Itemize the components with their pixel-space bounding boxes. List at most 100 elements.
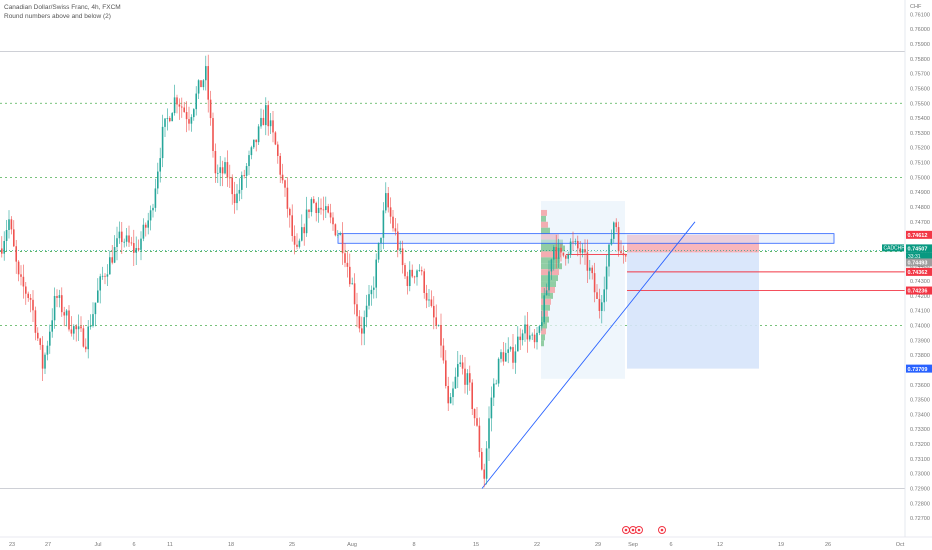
time-tick-label: 22: [534, 542, 540, 548]
candle-body: [34, 310, 37, 333]
candle-body: [161, 126, 164, 159]
candle-body: [555, 247, 557, 259]
candle-body: [82, 328, 85, 347]
candle-body: [176, 97, 178, 105]
candle-body: [591, 267, 593, 274]
candle-body: [425, 292, 428, 301]
candle-body: [387, 193, 389, 208]
candle-body: [610, 238, 613, 245]
candle-body: [385, 193, 387, 211]
current-price-tag-bg: [906, 244, 932, 253]
price-tick-label: 0.72800: [910, 501, 930, 507]
candle-body: [145, 224, 147, 228]
candle-body: [361, 328, 363, 334]
candle-body: [399, 248, 401, 250]
candle-body: [301, 227, 303, 241]
level-a-tag[interactable]: 0.74612: [908, 233, 928, 239]
price-tick-label: 0.74100: [910, 309, 930, 315]
candle-body: [205, 66, 207, 81]
level-d-tag[interactable]: 0.74236: [908, 289, 928, 295]
candle-body: [349, 266, 351, 285]
candle-body: [260, 117, 262, 127]
target-tag[interactable]: 0.73709: [908, 367, 928, 373]
candle-body: [207, 66, 209, 100]
indicator-label[interactable]: Round numbers above and below (2): [4, 13, 111, 20]
time-tick-label: Aug: [347, 542, 357, 548]
candle-body: [281, 174, 284, 181]
symbol-title[interactable]: Canadian Dollar/Swiss Franc, 4h, FXCM: [4, 4, 121, 11]
candle-body: [106, 274, 109, 277]
candle-body: [152, 207, 154, 211]
price-tick-label: 0.73800: [910, 353, 930, 359]
candle-body: [212, 118, 214, 152]
candle-body: [493, 383, 495, 398]
candle-body: [473, 409, 476, 419]
candle-body: [109, 257, 111, 275]
candle-body: [394, 228, 397, 232]
candle-body: [65, 310, 68, 316]
trendline[interactable]: [481, 221, 696, 489]
candle-body: [39, 338, 41, 345]
candle-body: [92, 314, 94, 327]
candle-body: [449, 397, 452, 404]
position-target-zone[interactable]: [627, 252, 759, 369]
candle-body: [317, 207, 320, 214]
candle-body: [56, 295, 58, 298]
time-tick-label: 8: [412, 542, 415, 548]
candle-body: [188, 119, 190, 124]
candle-body: [123, 241, 125, 243]
candle-body: [217, 172, 219, 174]
candle-body: [113, 247, 116, 263]
candle-body: [483, 469, 485, 479]
candle-body: [322, 209, 325, 211]
price-tick-label: 0.75500: [910, 101, 930, 107]
candle-body: [418, 270, 421, 271]
candle-body: [382, 210, 385, 238]
volume-profile-bar: [541, 209, 547, 216]
price-tick-label: 0.75300: [910, 131, 930, 137]
candle-body: [363, 317, 365, 334]
candle-body: [593, 273, 596, 293]
supply-zone-rect[interactable]: [337, 233, 835, 244]
current-price-tag[interactable]: 0.74507: [908, 247, 928, 253]
price-tick-label: 0.73500: [910, 398, 930, 404]
candle-body: [509, 347, 512, 350]
level-b-tag[interactable]: 0.74493: [908, 261, 928, 267]
candle-body: [147, 220, 149, 228]
candle-body: [454, 376, 457, 389]
price-tick-label: 0.75100: [910, 161, 930, 167]
candle-body: [214, 151, 217, 174]
time-tick-label: 23: [9, 542, 15, 548]
candle-body: [466, 373, 469, 385]
candle-body: [121, 231, 123, 243]
volume-profile-bar: [541, 304, 550, 311]
candle-body: [238, 189, 241, 194]
volume-profile-bar: [541, 334, 545, 341]
candle-body: [524, 324, 526, 334]
candle-body: [512, 347, 514, 363]
volume-profile-bar: [541, 215, 546, 222]
price-tick-label: 0.75400: [910, 116, 930, 122]
candle-body: [421, 270, 423, 272]
volume-profile-bar: [541, 298, 551, 305]
candle-body: [356, 304, 358, 317]
time-tick-label: 19: [778, 542, 784, 548]
candle-body: [557, 247, 560, 259]
candle-body: [128, 235, 130, 243]
candle-body: [327, 206, 329, 213]
candle-body: [445, 360, 447, 387]
candle-body: [116, 238, 118, 248]
candle-body: [517, 336, 519, 352]
candle-body: [562, 252, 565, 256]
candle-body: [5, 230, 8, 242]
candle-body: [209, 99, 212, 119]
volume-profile-bar: [541, 257, 560, 264]
price-tick-label: 0.75700: [910, 72, 930, 78]
candle-body: [579, 248, 581, 253]
candle-body: [574, 240, 577, 242]
price-tick-label: 0.73900: [910, 338, 930, 344]
level-c-tag[interactable]: 0.74362: [908, 270, 928, 276]
candle-body: [416, 270, 418, 278]
